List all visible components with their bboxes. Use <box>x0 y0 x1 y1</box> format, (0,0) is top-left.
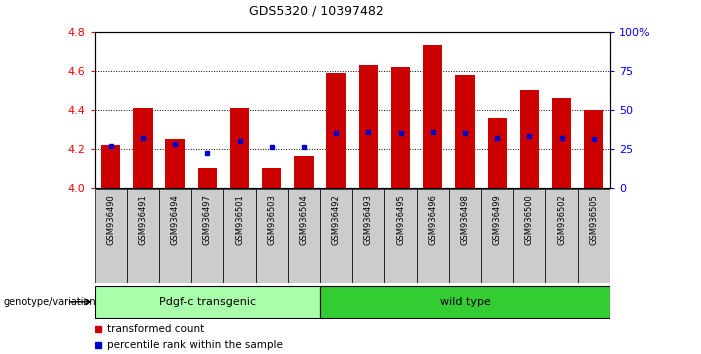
Bar <box>416 189 449 283</box>
Text: GSM936493: GSM936493 <box>364 194 373 245</box>
Bar <box>320 286 610 318</box>
Text: GSM936500: GSM936500 <box>525 194 534 245</box>
Bar <box>262 168 281 188</box>
Text: GDS5320 / 10397482: GDS5320 / 10397482 <box>250 5 384 18</box>
Bar <box>101 145 121 188</box>
Bar <box>95 189 127 283</box>
Text: wild type: wild type <box>440 297 491 307</box>
Bar <box>391 67 410 188</box>
Bar <box>95 286 320 318</box>
Bar <box>165 139 185 188</box>
Text: Pdgf-c transgenic: Pdgf-c transgenic <box>159 297 256 307</box>
Bar <box>230 108 250 188</box>
Text: GSM936498: GSM936498 <box>461 194 470 245</box>
Bar <box>487 118 507 188</box>
Bar <box>545 189 578 283</box>
Bar <box>519 90 539 188</box>
Bar <box>256 189 288 283</box>
Text: GSM936501: GSM936501 <box>235 194 244 245</box>
Text: GSM936495: GSM936495 <box>396 194 405 245</box>
Bar <box>159 189 191 283</box>
Text: genotype/variation: genotype/variation <box>4 297 96 307</box>
Text: GSM936491: GSM936491 <box>138 194 147 245</box>
Bar <box>578 189 610 283</box>
Text: GSM936496: GSM936496 <box>428 194 437 245</box>
Bar <box>552 98 571 188</box>
Bar <box>384 189 416 283</box>
Text: percentile rank within the sample: percentile rank within the sample <box>107 340 283 350</box>
Text: GSM936504: GSM936504 <box>299 194 308 245</box>
Text: GSM936492: GSM936492 <box>332 194 341 245</box>
Bar <box>198 168 217 188</box>
Bar <box>449 189 481 283</box>
Text: GSM936505: GSM936505 <box>590 194 598 245</box>
Bar <box>481 189 513 283</box>
Bar <box>288 189 320 283</box>
Bar <box>584 110 604 188</box>
Bar <box>127 189 159 283</box>
Bar <box>513 189 545 283</box>
Text: GSM936497: GSM936497 <box>203 194 212 245</box>
Bar <box>320 189 353 283</box>
Bar <box>359 65 378 188</box>
Text: GSM936490: GSM936490 <box>107 194 115 245</box>
Bar <box>294 156 313 188</box>
Bar <box>224 189 256 283</box>
Bar <box>191 189 224 283</box>
Text: GSM936502: GSM936502 <box>557 194 566 245</box>
Bar <box>456 75 475 188</box>
Text: GSM936494: GSM936494 <box>170 194 179 245</box>
Bar <box>353 189 384 283</box>
Bar <box>423 45 442 188</box>
Bar <box>133 108 153 188</box>
Bar <box>327 73 346 188</box>
Text: GSM936499: GSM936499 <box>493 194 502 245</box>
Text: GSM936503: GSM936503 <box>267 194 276 245</box>
Text: transformed count: transformed count <box>107 324 204 334</box>
